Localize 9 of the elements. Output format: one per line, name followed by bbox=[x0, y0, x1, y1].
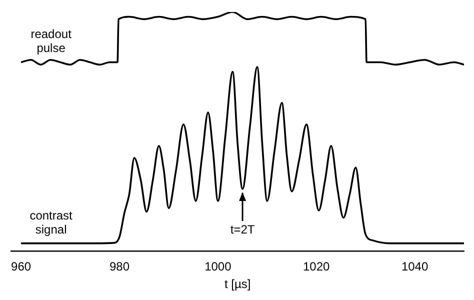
series-label: readout pulse bbox=[30, 27, 72, 56]
x-tick-label: 980 bbox=[109, 260, 130, 274]
x-tick-label: 1000 bbox=[204, 260, 232, 274]
x-tick-label: 1040 bbox=[401, 260, 428, 274]
x-tick-label: 960 bbox=[11, 260, 32, 274]
x-axis-title: t [µs] bbox=[224, 277, 251, 292]
series-label: contrast signal bbox=[30, 208, 74, 236]
x-tick-label: 1020 bbox=[303, 260, 330, 274]
annotation: t=2T bbox=[230, 222, 256, 236]
